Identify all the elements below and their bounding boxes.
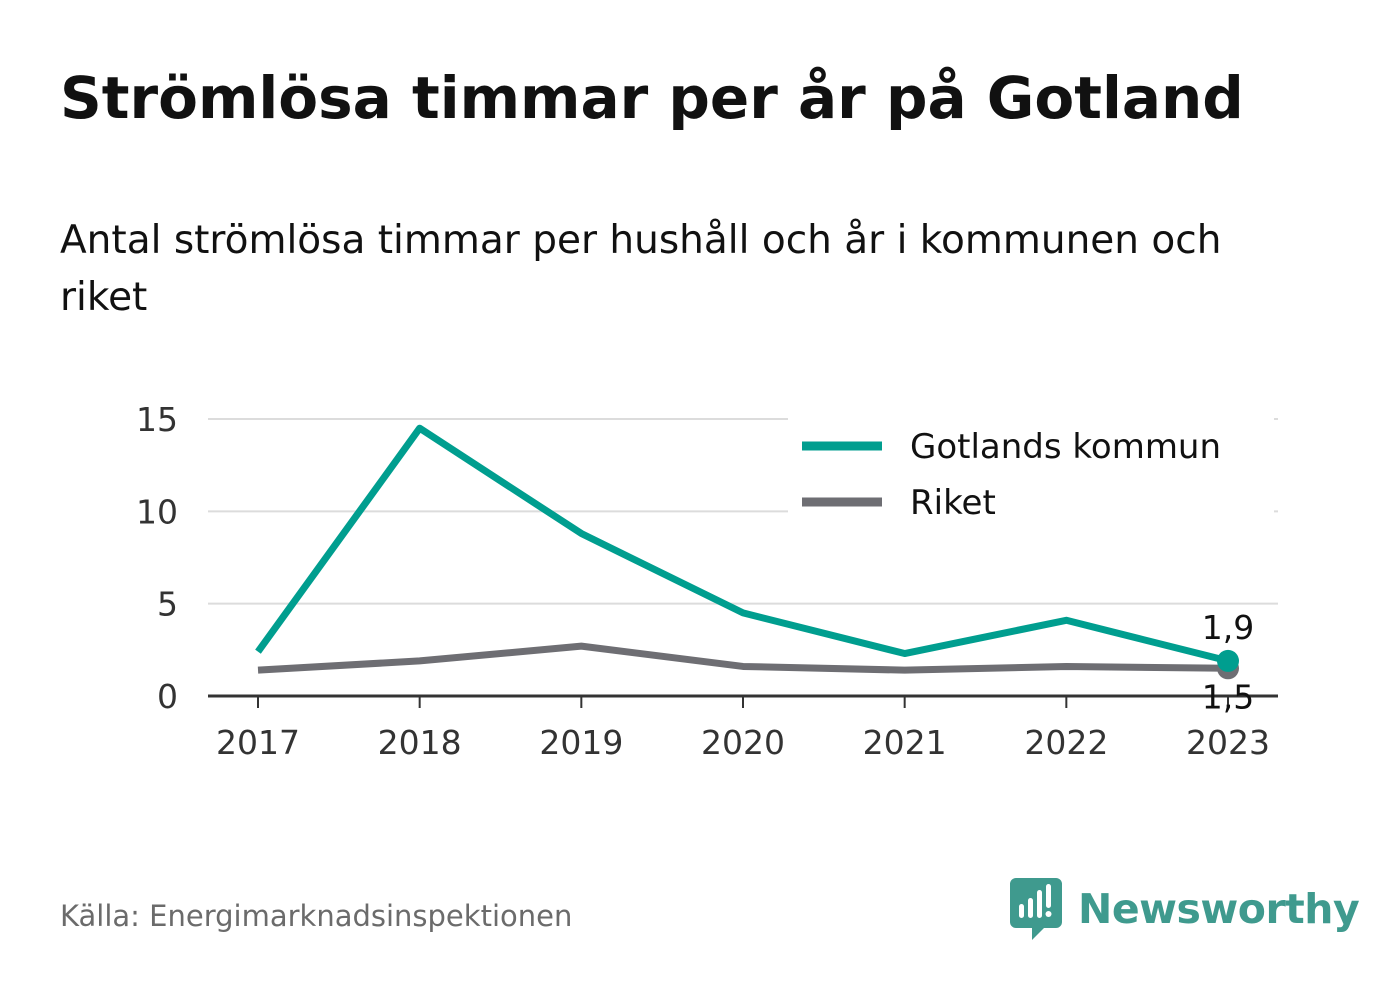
- newsworthy-logo-icon: [1010, 878, 1062, 940]
- legend-label: Gotlands kommun: [910, 427, 1221, 467]
- y-tick-label: 0: [157, 677, 178, 716]
- chart-subtitle: Antal strömlösa timmar per hushåll och å…: [60, 218, 1222, 320]
- brand-name: Newsworthy: [1078, 885, 1360, 933]
- y-tick-label: 15: [136, 400, 178, 439]
- end-value-label: 1,9: [1202, 608, 1254, 647]
- x-tick-label: 2019: [539, 723, 623, 762]
- x-tick-label: 2017: [216, 723, 300, 762]
- series-line-0: [255, 424, 1229, 665]
- chart-title: Strömlösa timmar per år på Gotland: [60, 64, 1244, 132]
- end-value-label: 1,5: [1202, 677, 1254, 716]
- x-tick-label: 2021: [863, 723, 947, 762]
- series-end-point-0: [1217, 649, 1239, 672]
- x-tick-label: 2018: [378, 723, 462, 762]
- series-line-1: [257, 642, 1229, 674]
- y-tick-label: 10: [136, 492, 178, 531]
- newsworthy-logo[interactable]: Newsworthy: [1010, 878, 1360, 940]
- source-note: Källa: Energimarknadsinspektionen: [60, 899, 573, 933]
- x-tick-label: 2022: [1024, 723, 1108, 762]
- legend-label: Riket: [910, 483, 996, 523]
- x-tick-label: 2020: [701, 723, 785, 762]
- y-tick-label: 5: [157, 585, 178, 624]
- x-tick-label: 2023: [1186, 723, 1270, 762]
